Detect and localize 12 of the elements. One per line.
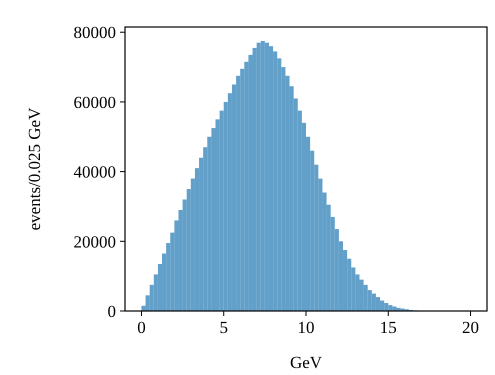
y-tick-label: 80000	[74, 23, 116, 42]
x-tick-label: 5	[219, 318, 228, 337]
x-tick-label: 15	[380, 318, 397, 337]
y-tick-label: 60000	[74, 92, 116, 112]
x-tick-label: 0	[137, 318, 146, 337]
y-tick-label: 20000	[74, 232, 116, 252]
x-tick-label: 10	[298, 318, 314, 337]
x-axis-title: GeV	[290, 353, 323, 372]
y-tick-label: 40000	[74, 162, 116, 182]
y-axis-title: events/0.025 GeV	[25, 106, 44, 230]
y-tick-label: 0	[108, 302, 116, 321]
x-tick-label: 20	[462, 318, 480, 337]
